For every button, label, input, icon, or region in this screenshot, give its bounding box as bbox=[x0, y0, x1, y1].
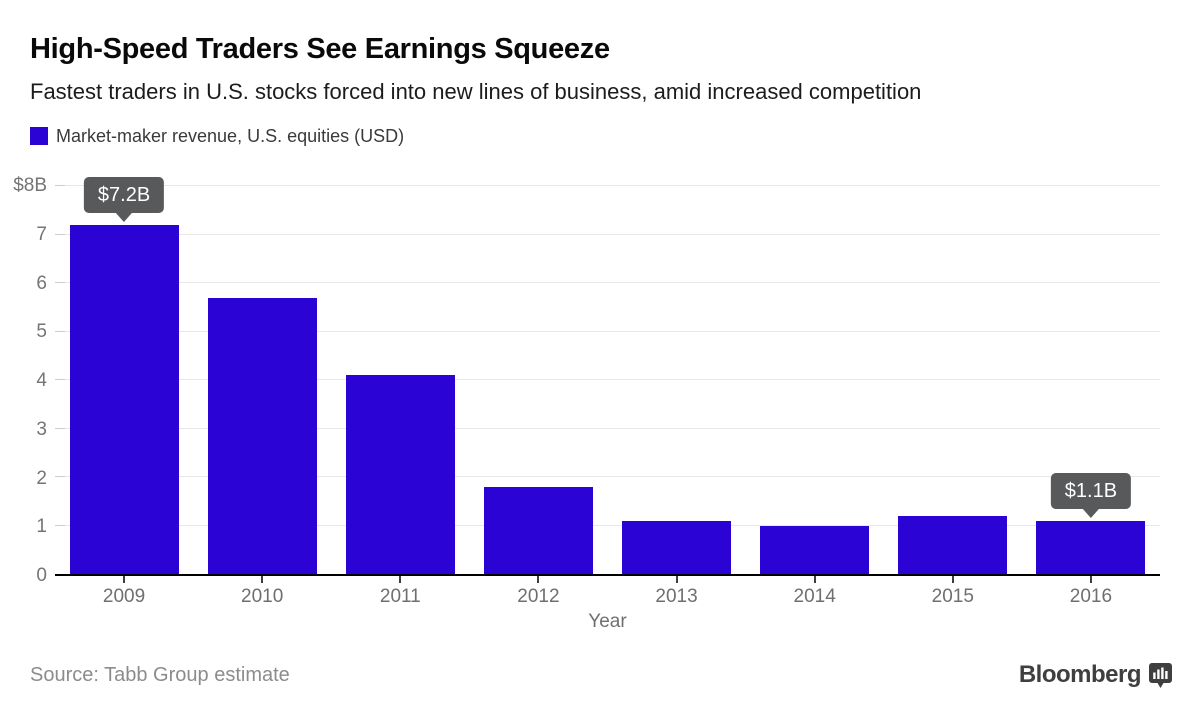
bar-2015 bbox=[898, 515, 1008, 574]
y-axis: $8B 7 6 5 4 3 2 1 0 bbox=[0, 175, 55, 586]
x-slot-2010: 2010 bbox=[193, 576, 331, 608]
bar-2016 bbox=[1036, 520, 1146, 574]
legend: Market-maker revenue, U.S. equities (USD… bbox=[30, 125, 1170, 147]
y-tick-label-4: 4 bbox=[36, 370, 47, 391]
x-axis-title: Year bbox=[588, 611, 627, 632]
x-tick-label-2009: 2009 bbox=[102, 586, 146, 607]
legend-swatch bbox=[30, 127, 48, 145]
x-slot-2014: 2014 bbox=[746, 576, 884, 608]
x-tick-label-2012: 2012 bbox=[517, 586, 560, 607]
gridline-6 bbox=[55, 282, 1160, 283]
x-tick-2012 bbox=[537, 576, 540, 583]
bar-2011 bbox=[345, 375, 455, 574]
bar-slot-2009 bbox=[55, 186, 193, 574]
x-tick-2015 bbox=[951, 576, 954, 583]
x-tick-label-2010: 2010 bbox=[241, 586, 284, 607]
x-slot-2015: 2015 bbox=[884, 576, 1022, 608]
x-tick-2010 bbox=[261, 576, 264, 583]
chart-subtitle: Fastest traders in U.S. stocks forced in… bbox=[30, 79, 922, 104]
gridline-1 bbox=[55, 524, 1160, 526]
y-tick-label-8: $8B bbox=[13, 175, 47, 196]
value-callout-2016: $1.1B bbox=[1050, 472, 1132, 509]
x-tick-label-2016: 2016 bbox=[1069, 586, 1113, 607]
brand: Bloomberg bbox=[1019, 661, 1172, 689]
bar-slot-2010 bbox=[193, 186, 331, 574]
y-tick-label-5: 5 bbox=[36, 321, 47, 343]
x-slot-2012: 2012 bbox=[469, 576, 607, 608]
y-tick-label-6: 6 bbox=[36, 272, 47, 294]
x-tick-label-2013: 2013 bbox=[655, 586, 698, 607]
bar-slot-2014 bbox=[746, 186, 884, 574]
x-slot-2013: 2013 bbox=[608, 576, 746, 608]
gridline-8 bbox=[55, 185, 1160, 186]
bar-slot-2013 bbox=[608, 186, 746, 574]
bar-2013 bbox=[622, 520, 732, 574]
x-tick-2014 bbox=[813, 576, 816, 583]
bar-2010 bbox=[207, 297, 317, 574]
chart-area: $8B 7 6 5 4 3 2 1 0 $7.2B $1.1B bbox=[0, 175, 1200, 586]
bar-series bbox=[55, 186, 1160, 574]
bar-2009 bbox=[69, 224, 179, 574]
brand-name: Bloomberg bbox=[1018, 661, 1142, 688]
footer: Source: Tabb Group estimate Bloomberg bbox=[0, 661, 1200, 689]
x-tick-2016 bbox=[1089, 576, 1092, 583]
bar-slot-2016 bbox=[1022, 186, 1160, 574]
x-tick-2013 bbox=[675, 576, 678, 583]
x-tick-2011 bbox=[399, 576, 402, 583]
gridline-7 bbox=[55, 233, 1160, 235]
bar-slot-2015 bbox=[884, 186, 1022, 574]
x-tick-label-2015: 2015 bbox=[931, 586, 974, 607]
bar-slot-2012 bbox=[469, 186, 607, 574]
gridline-4 bbox=[55, 379, 1160, 380]
y-tick-label-3: 3 bbox=[36, 418, 47, 440]
x-tick-label-2011: 2011 bbox=[379, 586, 421, 607]
x-axis: 2009 2010 2011 2012 2013 2014 2015 2016 bbox=[55, 576, 1160, 608]
y-tick-label-2: 2 bbox=[36, 467, 47, 489]
y-tick-label-1: 1 bbox=[36, 516, 47, 538]
x-tick-label-2014: 2014 bbox=[793, 586, 836, 607]
plot-area: $7.2B $1.1B bbox=[55, 176, 1160, 576]
x-slot-2016: 2016 bbox=[1022, 576, 1160, 608]
legend-label: Market-maker revenue, U.S. equities (USD… bbox=[56, 125, 405, 146]
x-slot-2009: 2009 bbox=[55, 576, 193, 608]
value-callout-2009: $7.2B bbox=[83, 176, 165, 213]
bar-slot-2011 bbox=[331, 186, 469, 574]
x-slot-2011: 2011 bbox=[331, 576, 469, 608]
gridline-3 bbox=[55, 427, 1160, 429]
bloomberg-chart-bubble-icon bbox=[1149, 662, 1172, 688]
gridline-5 bbox=[55, 330, 1160, 332]
y-tick-label-0: 0 bbox=[36, 565, 47, 586]
chart-header: High-Speed Traders See Earnings Squeeze … bbox=[0, 0, 1200, 147]
source-note: Source: Tabb Group estimate bbox=[30, 663, 290, 686]
bar-2012 bbox=[483, 486, 593, 574]
gridline-2 bbox=[55, 476, 1160, 477]
chart-title: High-Speed Traders See Earnings Squeeze bbox=[30, 33, 610, 65]
x-tick-2009 bbox=[123, 576, 126, 583]
y-tick-label-7: 7 bbox=[36, 223, 47, 245]
bar-2014 bbox=[760, 525, 870, 574]
